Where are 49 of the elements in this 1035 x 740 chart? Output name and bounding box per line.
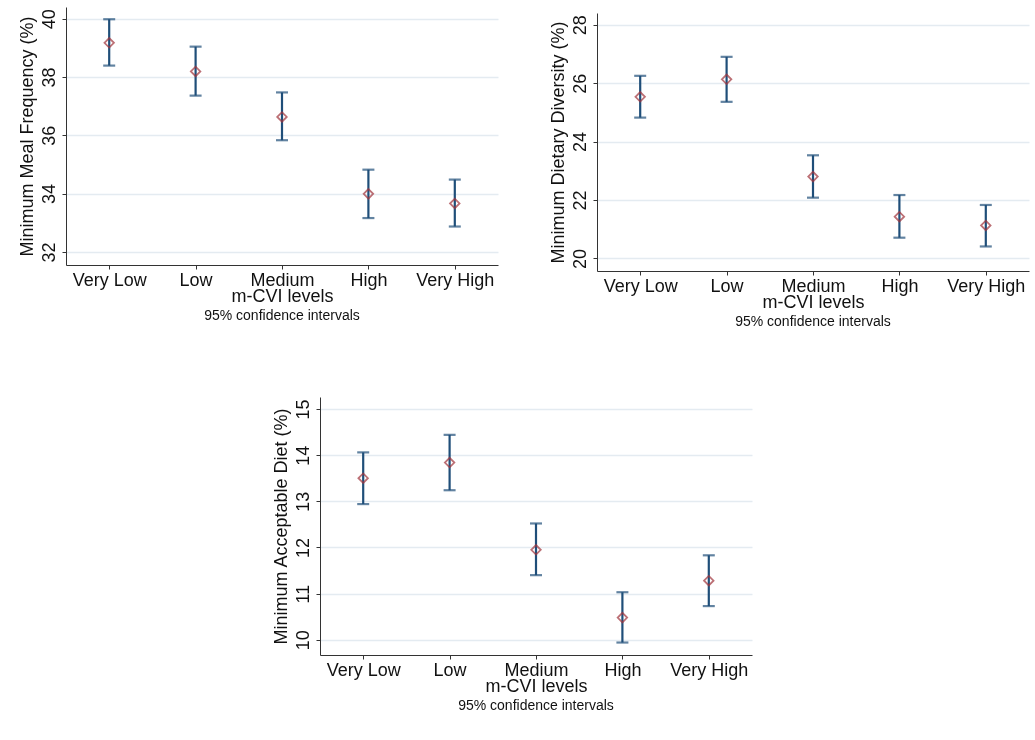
x-tick-label: Low — [179, 269, 214, 290]
y-tick-label: 14 — [292, 445, 313, 466]
y-tick-label: 38 — [38, 67, 59, 88]
y-tick-label: 28 — [569, 15, 590, 36]
y-axis-title: Minimum Dietary Diversity (%) — [547, 21, 568, 264]
point — [276, 111, 288, 123]
point — [103, 37, 115, 49]
y-tick-label: 11 — [292, 584, 313, 604]
x-tick-label: Very High — [947, 275, 1026, 296]
x-tick-label: Very Low — [326, 659, 402, 680]
point — [703, 575, 715, 587]
point — [616, 611, 629, 624]
text: 95% confidence intervals — [204, 307, 360, 323]
point — [443, 456, 456, 469]
x-tick-label: Low — [710, 275, 745, 296]
y-tick-label: 22 — [569, 190, 590, 211]
x-tick-label: High — [604, 659, 642, 680]
x-tick-label: Very Low — [603, 275, 679, 296]
y-tick-label: 12 — [292, 537, 313, 558]
point — [720, 73, 733, 85]
y-tick-label: 15 — [292, 399, 313, 420]
x-tick-label: Very High — [416, 269, 495, 290]
point — [362, 188, 375, 200]
y-tick-label: 26 — [569, 73, 590, 94]
text: 95% confidence intervals — [735, 313, 891, 329]
x-tick-label: Low — [433, 659, 468, 680]
point — [530, 544, 542, 556]
y-tick-label: 20 — [569, 248, 590, 269]
y-tick-label: 13 — [292, 491, 313, 512]
x-tick-label: High — [881, 275, 919, 296]
x-tick-label: High — [350, 269, 388, 290]
x-tick-label: Very High — [670, 659, 749, 680]
point — [893, 211, 906, 223]
point — [189, 65, 202, 78]
point — [634, 91, 646, 103]
y-tick-label: 34 — [38, 184, 59, 205]
text: 95% confidence intervals — [458, 697, 614, 713]
y-tick-label: 32 — [38, 242, 59, 263]
x-tick-label: Very Low — [72, 269, 148, 290]
point — [980, 219, 992, 232]
point — [449, 197, 461, 210]
y-tick-label: 24 — [569, 132, 590, 153]
y-tick-label: 36 — [38, 125, 59, 146]
y-tick-label: 40 — [38, 9, 59, 30]
y-axis-title: Minimum Meal Frequency (%) — [16, 16, 37, 257]
y-tick-label: 10 — [292, 630, 313, 651]
point — [807, 170, 819, 183]
point — [357, 472, 369, 484]
y-axis-title: Minimum Acceptable Diet (%) — [270, 408, 291, 645]
